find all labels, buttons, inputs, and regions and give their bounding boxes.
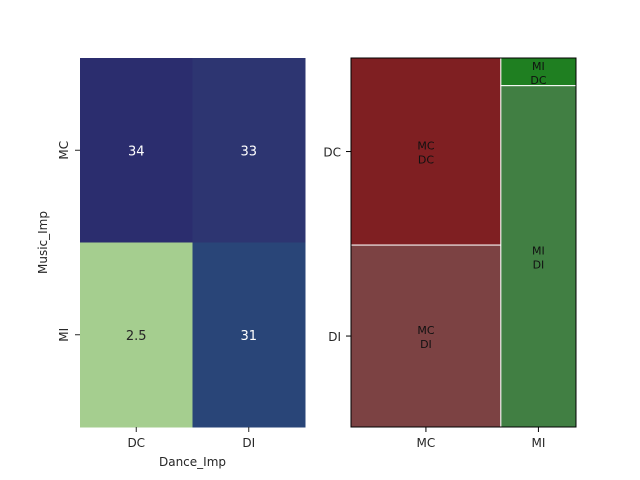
heatmap-cell [80,242,193,428]
heatmap-cell-label: 31 [240,329,257,344]
y-axis-label: Music_Imp [36,211,50,274]
mosaic-frame [350,57,577,428]
x-tick-label: MI [531,436,545,450]
mosaic-tile-label: DC [418,154,434,167]
heatmap-cell [192,242,306,428]
x-axis-label: Dance_Imp [159,455,226,469]
x-tick-label: DC [127,436,145,450]
mosaic-tile [350,57,502,246]
y-tick-label: MC [57,141,71,160]
y-tick-label: DC [323,146,341,160]
mosaic-tile-label: MC [417,324,434,337]
mosaic-tile-label: MI [532,244,545,257]
y-tick-label: MI [57,328,71,342]
mosaic-tile-label: MC [417,140,434,153]
y-tick-label: DI [328,330,341,344]
mosaic-tile-label: DI [533,258,545,271]
heatmap-cell [192,58,306,243]
mosaic-tile-label: DI [420,338,432,351]
mosaic-tile [500,85,577,428]
heatmap-cell-label: 33 [240,144,257,159]
heatmap-cell-label: 34 [128,144,145,159]
heatmap-cell [80,58,193,243]
heatmap-chart: 34 33 2.5 31 DC DI MC MI Dance_Imp Music_Imp [36,58,306,469]
mosaic-tile-label: MI [532,60,545,73]
x-tick-label: DI [242,436,255,450]
x-tick-label: MC [417,436,436,450]
heatmap-cell-label: 2.5 [126,329,147,344]
mosaic-tile-label: DC [530,74,546,87]
